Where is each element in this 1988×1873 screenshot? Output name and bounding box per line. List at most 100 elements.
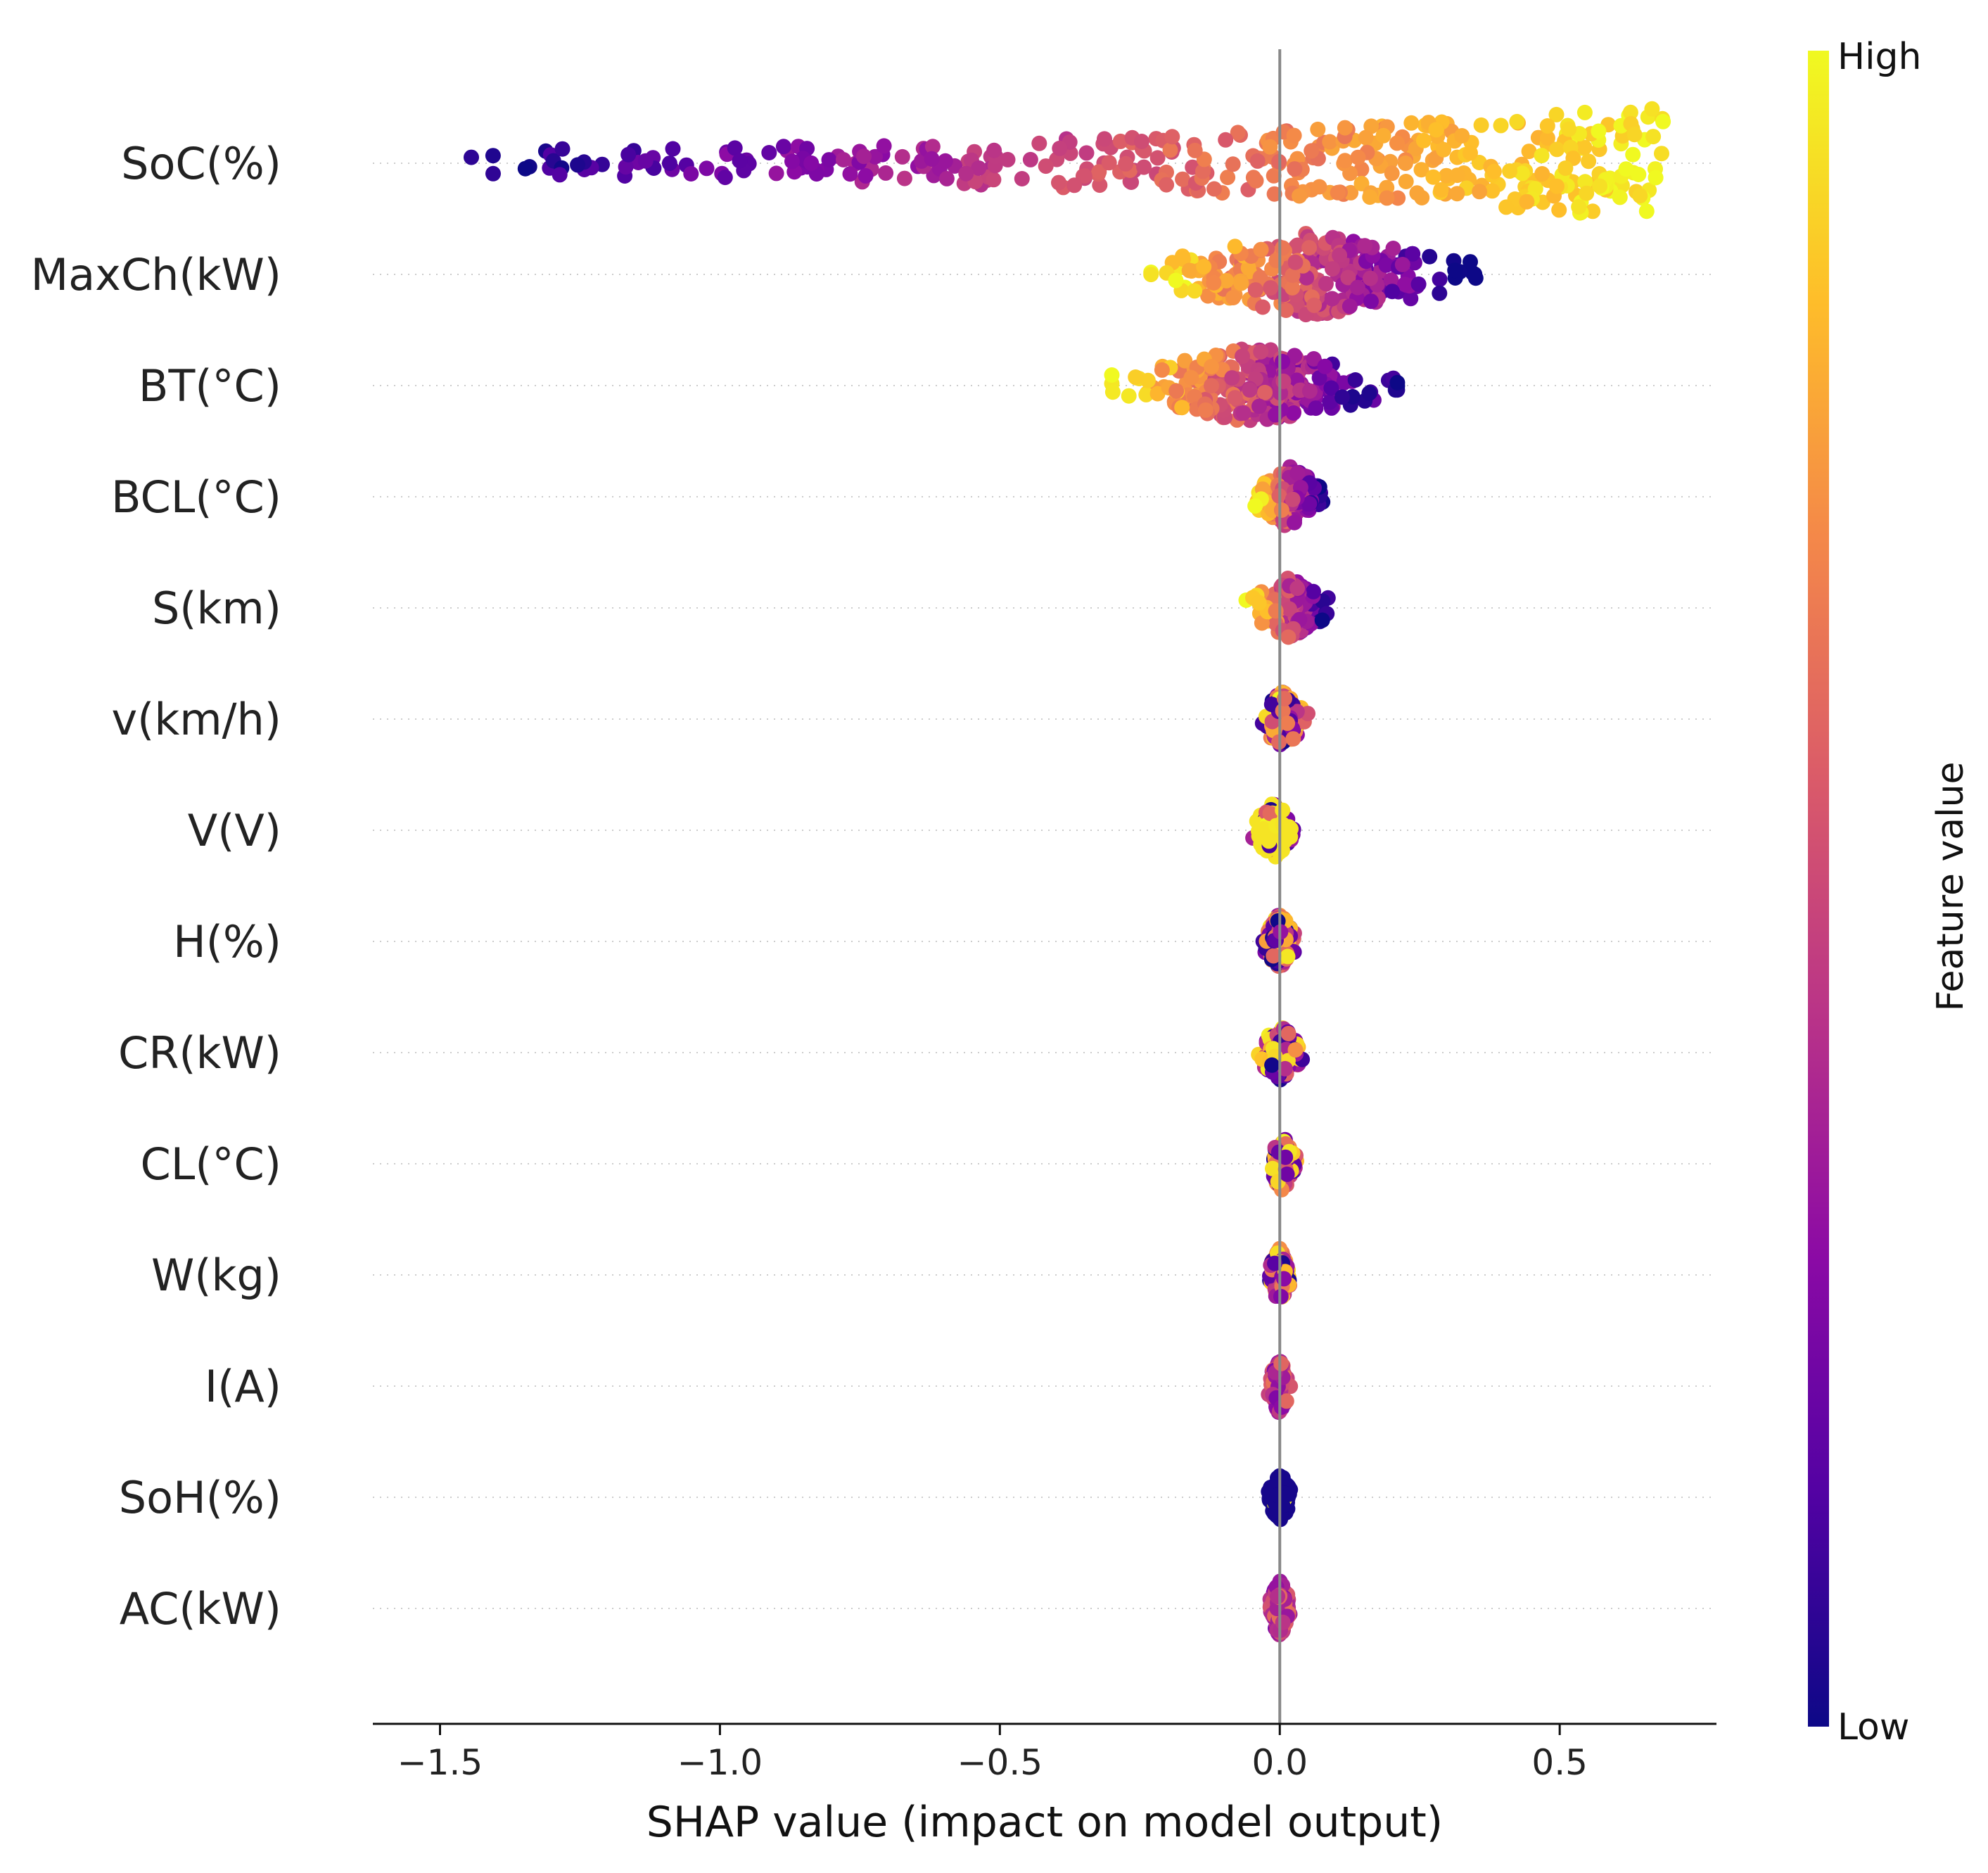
data-point <box>1197 402 1213 418</box>
data-point <box>1301 496 1318 512</box>
data-point <box>1454 128 1470 144</box>
data-point <box>552 167 568 183</box>
data-point <box>867 148 883 165</box>
data-point <box>1262 139 1278 155</box>
data-point <box>1242 382 1258 398</box>
data-point <box>1310 121 1326 137</box>
data-point <box>1280 715 1296 731</box>
data-point <box>1350 149 1366 165</box>
x-tick-label: 0.5 <box>1531 1742 1588 1783</box>
data-point <box>1398 174 1414 189</box>
data-point <box>1362 270 1378 286</box>
data-point <box>1000 151 1016 167</box>
data-point <box>1038 158 1054 174</box>
data-point <box>1472 184 1488 200</box>
data-point <box>1168 383 1185 399</box>
data-point <box>1403 115 1420 131</box>
data-point <box>1097 131 1112 147</box>
data-point <box>1323 380 1339 396</box>
data-point <box>1183 369 1199 386</box>
data-point <box>1379 190 1395 206</box>
feature-label: BT(°C) <box>139 360 281 412</box>
data-point <box>1278 303 1294 318</box>
colorbar-gradient <box>1808 51 1829 1727</box>
data-point <box>1218 272 1235 288</box>
data-point <box>1322 134 1338 150</box>
data-point <box>1632 188 1648 204</box>
data-point <box>896 170 912 186</box>
colorbar: High Low Feature value <box>1808 36 1972 1748</box>
data-point <box>1384 284 1401 300</box>
data-point <box>1644 101 1660 117</box>
data-point <box>784 153 800 170</box>
data-point <box>1275 1614 1291 1630</box>
data-point <box>1330 184 1346 201</box>
data-point <box>1104 384 1121 400</box>
data-point <box>1286 127 1302 144</box>
data-point <box>1253 344 1269 360</box>
data-point <box>1235 348 1250 364</box>
data-point <box>485 148 501 164</box>
data-point <box>1337 120 1353 136</box>
data-point <box>1551 202 1567 218</box>
data-point <box>1301 383 1318 399</box>
data-point <box>1123 174 1140 190</box>
data-point <box>1548 106 1565 122</box>
feature-label: V(V) <box>188 805 281 856</box>
data-point <box>1449 186 1465 202</box>
data-point <box>1270 1589 1285 1604</box>
data-point <box>1287 161 1303 177</box>
x-axis: −1.5 −1.0 −0.5 0.0 0.5 SHAP value (impact on … <box>373 49 1716 1847</box>
data-point <box>1347 372 1363 388</box>
data-point <box>858 167 874 184</box>
data-point <box>1428 122 1444 138</box>
data-point <box>1251 595 1267 611</box>
data-point <box>1306 583 1321 599</box>
feature-labels: SoC(%) MaxCh(kW) BT(°C) BCL(°C) S(km) v(km/h)… <box>31 138 281 1634</box>
data-point <box>1334 389 1350 405</box>
x-tick-label: −1.0 <box>677 1742 763 1783</box>
data-point <box>1484 183 1500 199</box>
data-point <box>1314 612 1330 628</box>
data-point <box>1200 288 1216 304</box>
data-point <box>1397 155 1413 171</box>
data-point <box>464 149 479 165</box>
data-point <box>1342 298 1358 315</box>
data-point <box>1422 248 1438 265</box>
data-point <box>1247 282 1263 298</box>
data-point <box>1247 498 1263 514</box>
data-point <box>1164 129 1180 145</box>
data-point <box>1612 189 1628 205</box>
data-point <box>1280 948 1296 965</box>
data-point <box>1051 174 1066 191</box>
data-point <box>1261 833 1277 849</box>
data-point <box>1389 135 1405 151</box>
data-point <box>1322 394 1338 410</box>
data-point <box>1181 262 1197 279</box>
data-point <box>618 159 634 175</box>
feature-label: MaxCh(kW) <box>31 249 281 300</box>
data-point <box>1318 276 1334 292</box>
data-point <box>1385 241 1401 256</box>
data-point <box>1405 246 1421 262</box>
data-point <box>1384 165 1400 182</box>
data-point <box>1253 241 1269 258</box>
data-point <box>1275 353 1291 369</box>
data-point <box>1409 185 1425 201</box>
data-point <box>1118 155 1134 172</box>
data-point <box>1149 150 1166 166</box>
feature-label: W(kg) <box>151 1250 281 1301</box>
data-point <box>1340 269 1356 286</box>
data-point <box>1269 1487 1285 1504</box>
data-point <box>1519 193 1535 210</box>
data-point <box>1104 367 1120 383</box>
data-point <box>1285 267 1301 284</box>
data-point <box>1576 104 1593 120</box>
data-point <box>924 151 940 167</box>
data-point <box>1655 113 1671 129</box>
data-point <box>1498 199 1515 215</box>
feature-label: BCL(°C) <box>111 471 281 523</box>
data-point <box>1336 375 1352 391</box>
data-point <box>1225 290 1241 305</box>
data-point <box>894 148 910 165</box>
